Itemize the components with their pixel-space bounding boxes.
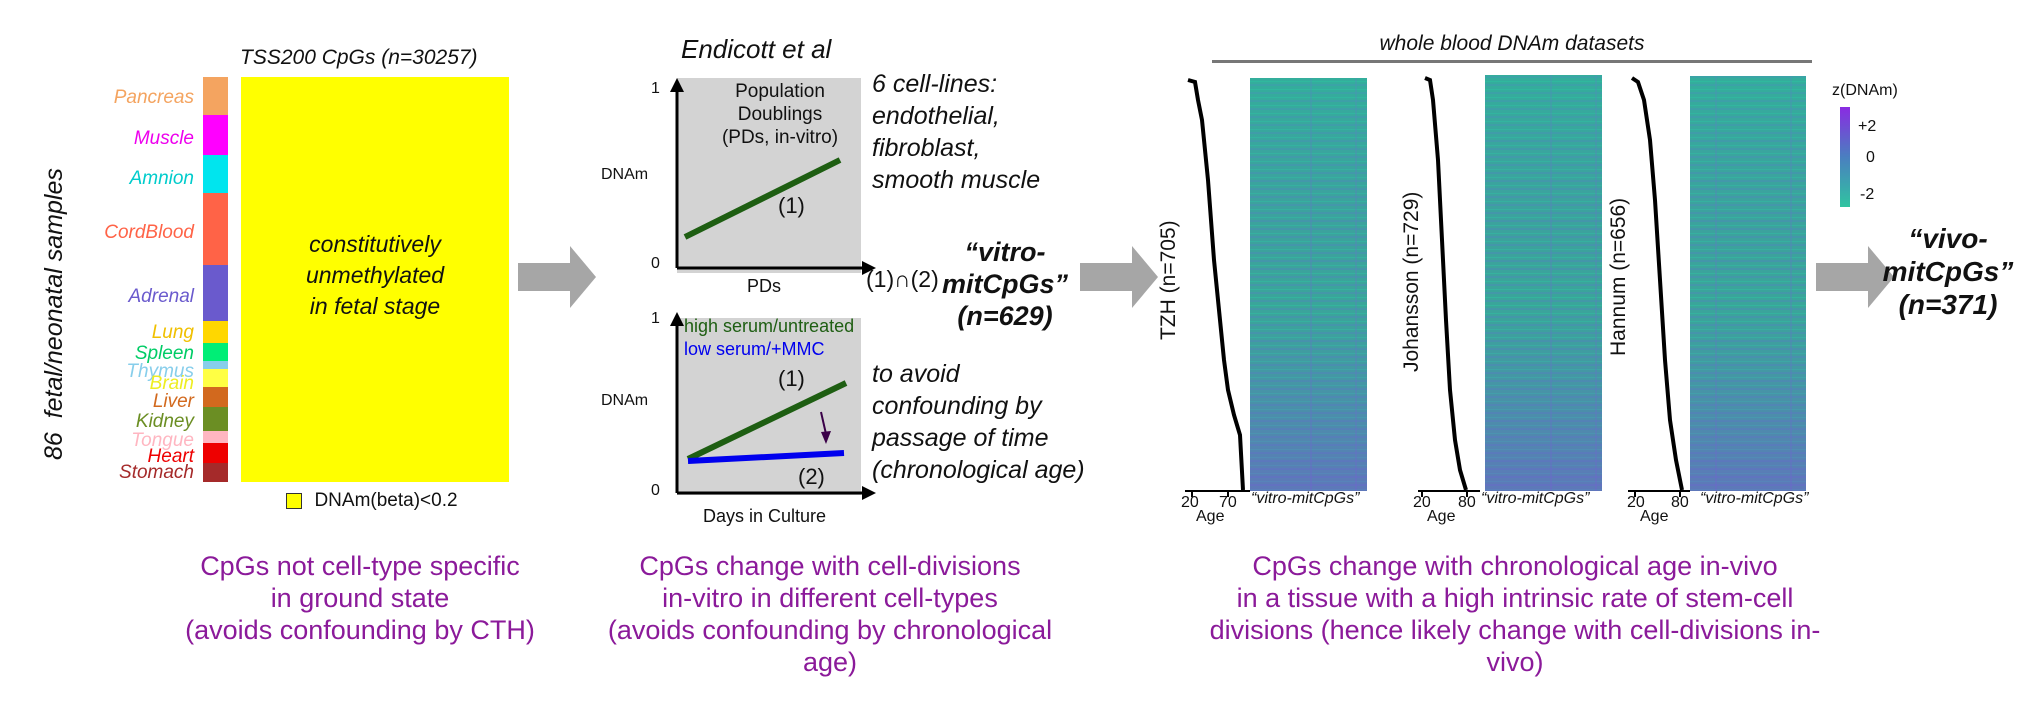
tissue-label-stomach: Stomach (119, 462, 194, 483)
hannum-tick-80: 80 (1671, 494, 1689, 511)
tissue-block-heart (203, 443, 228, 463)
tzh-heat-label: “vitro-mitCpGs” (1251, 490, 1360, 507)
arrow-right-icon-3 (1816, 246, 1894, 308)
vitro-mitcpgs-result: “vitro- mitCpGs” (n=629) (941, 237, 1068, 331)
tissue-colorbar (203, 77, 228, 482)
bottom-plot-ylabel: DNAm (601, 392, 649, 409)
top-plot-line-label: (1) (778, 193, 805, 218)
colorbar-tick-minus2: -2 (1860, 186, 1875, 203)
bottom-plot-ytop: 1 (651, 310, 660, 327)
colorbar-title: z(DNAm) (1832, 82, 1898, 99)
tissue-block-muscle (203, 115, 228, 155)
tissue-label-tongue: Tongue (131, 430, 194, 451)
panel3-title-bracket (1212, 60, 1812, 63)
top-plot-ylabel: DNAm (601, 166, 649, 183)
arrow-right-icon (518, 246, 596, 308)
bottom-plot-label2: (2) (798, 464, 825, 489)
panel1-legend: DNAm(beta)<0.2 (286, 490, 458, 512)
dataset-label-hannum: Hannum (n=656) (1607, 197, 1630, 356)
age-curve-hannum (1630, 76, 1684, 491)
dataset-label-johansson: Johansson (n=729) (1400, 191, 1423, 372)
tissue-block-liver (203, 387, 228, 407)
bottom-plot-green-line (686, 380, 848, 462)
hannum-age-label: Age (1640, 508, 1669, 525)
colorbar-tick-0: 0 (1866, 149, 1875, 166)
top-plot-ybottom: 0 (651, 255, 660, 272)
tissue-block-stomach (203, 463, 228, 482)
tissue-labels: Pancreas Muscle Amnion CordBlood Adrenal… (60, 0, 194, 713)
bottom-plot-bg (677, 318, 861, 495)
tissue-block-lung (203, 321, 228, 343)
tzh-tick-20: 20 (1181, 494, 1199, 511)
bottom-plot-legend-blue: low serum/+MMC (684, 339, 825, 359)
tissue-label-kidney: Kidney (135, 411, 194, 432)
panel2-confounding-text: to avoid confounding by passage of time … (872, 360, 1085, 484)
panel2-title: Endicott et al (681, 34, 832, 64)
tissue-block-brain (203, 369, 228, 387)
tissue-label-brain: Brain (149, 373, 194, 394)
tissue-block-pancreas (203, 77, 228, 115)
bottom-plot-ybottom: 0 (651, 482, 660, 499)
tissue-block-spleen (203, 343, 228, 361)
panel3-caption: CpGs change with chronological age in-vi… (1209, 551, 1821, 677)
panel3-plots (1185, 75, 1850, 497)
panel1-caption: CpGs not cell-type specific in ground st… (185, 551, 535, 645)
tissue-block-thymus (203, 361, 228, 369)
top-plot-green-line (683, 157, 842, 240)
bottom-plot-xlabel: Days in Culture (703, 506, 827, 526)
methylation-heatmap-yellow: constitutively unmethylated in fetal sta… (241, 77, 509, 482)
top-plot-bg (677, 78, 861, 273)
tissue-label-lung: Lung (151, 322, 194, 343)
tissue-label-heart: Heart (147, 446, 194, 467)
bottom-plot-axes (670, 312, 876, 500)
tissue-block-cordblood (203, 193, 228, 265)
tissue-label-cordblood: CordBlood (104, 222, 194, 243)
age-curve-tzh (1187, 78, 1245, 491)
tissue-block-tongue (203, 431, 228, 443)
dataset-label-tzh: TZH (n=705) (1157, 220, 1180, 340)
hannum-heat-label: “vitro-mitCpGs” (1700, 490, 1809, 507)
bottom-plot-blue-line (687, 450, 845, 464)
vivo-mitcpgs-result: “vivo- mitCpGs” (n=371) (1882, 223, 2014, 320)
tzh-tick-70: 70 (1219, 494, 1237, 511)
top-plot-xlabel: PDs (747, 276, 782, 296)
age-curve-johansson (1424, 76, 1468, 491)
tissue-label-spleen: Spleen (134, 343, 194, 364)
panel2-celllines-text: 6 cell-lines: endothelial, fibroblast, s… (872, 70, 1041, 194)
top-plot-axes (670, 78, 876, 275)
bottom-plot-small-arrow (820, 411, 827, 435)
intersect-label: (1)∩(2) (866, 266, 939, 292)
tzh-age-label: Age (1196, 508, 1225, 525)
tissue-label-liver: Liver (152, 391, 194, 412)
panel2-caption: CpGs change with cell-divisions in-vitro… (607, 551, 1053, 677)
tissue-label-thymus: Thymus (126, 361, 194, 382)
arrow-right-icon-2 (1080, 246, 1158, 308)
top-plot-ytop: 1 (651, 80, 660, 97)
johansson-tick-20: 20 (1413, 494, 1431, 511)
bottom-plot-legend-green: high serum/untreated (684, 316, 855, 336)
panel3-title: whole blood DNAm datasets (1379, 32, 1645, 55)
bottom-plot-label1: (1) (778, 366, 805, 391)
tissue-label-pancreas: Pancreas (113, 87, 194, 108)
tissue-label-adrenal: Adrenal (128, 286, 195, 307)
zscore-colorbar (1840, 107, 1850, 207)
hannum-tick-20: 20 (1627, 494, 1645, 511)
tissue-label-amnion: Amnion (129, 168, 194, 189)
tissue-block-kidney (203, 407, 228, 431)
legend-swatch-yellow (286, 493, 302, 509)
top-plot-box-text: Population Doublings (PDs, in-vitro) (721, 81, 839, 148)
colorbar-tick-plus2: +2 (1858, 118, 1877, 135)
panel1-title: TSS200 CpGs (n=30257) (240, 46, 478, 69)
johansson-tick-80: 80 (1458, 494, 1476, 511)
tissue-block-amnion (203, 155, 228, 193)
tissue-label-muscle: Muscle (133, 128, 194, 149)
johansson-heat-label: “vitro-mitCpGs” (1481, 490, 1590, 507)
johansson-age-label: Age (1427, 508, 1456, 525)
tissue-block-adrenal (203, 265, 228, 321)
heatmap-center-text: constitutively unmethylated in fetal sta… (305, 231, 445, 319)
